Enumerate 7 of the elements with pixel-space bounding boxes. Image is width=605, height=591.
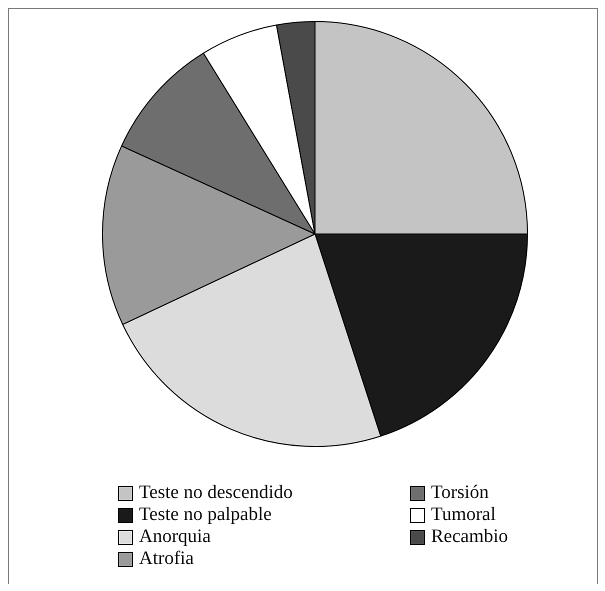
legend-label: Teste no descendido — [139, 482, 293, 504]
legend-label: Tumoral — [431, 504, 496, 526]
legend-label: Torsión — [431, 482, 489, 504]
legend-label: Anorquia — [139, 526, 211, 548]
legend-label: Atrofia — [139, 548, 194, 570]
legend-label: Teste no palpable — [139, 504, 272, 526]
legend-label: Recambio — [431, 526, 508, 548]
